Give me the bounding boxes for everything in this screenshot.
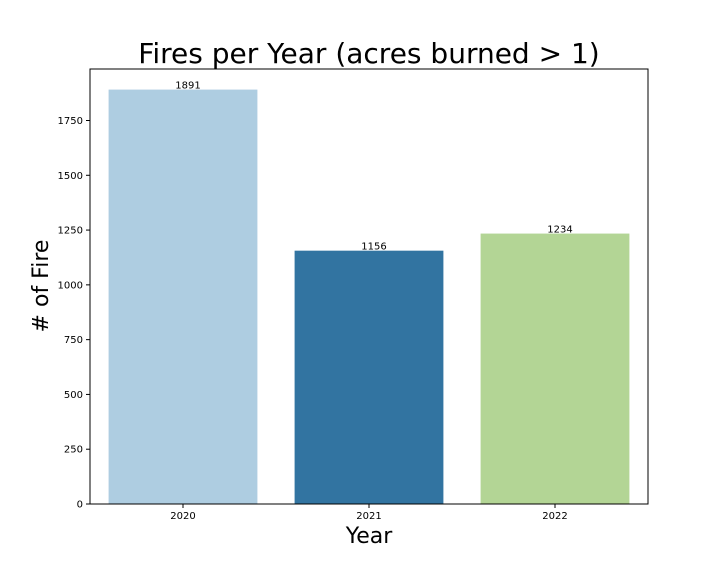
bars-layer: 1891 1156 1234 xyxy=(108,81,630,505)
data-label-2021: 1156 xyxy=(361,242,386,253)
x-tick-label-2022: 2022 xyxy=(542,511,567,522)
bar-2021 xyxy=(294,250,444,504)
y-tick-label-1750: 1750 xyxy=(58,116,83,127)
bar-2022 xyxy=(480,233,630,504)
y-tick-label-1000: 1000 xyxy=(58,280,83,291)
y-tick-label-1500: 1500 xyxy=(58,171,83,182)
bar-2020 xyxy=(108,89,258,505)
y-tick-label-250: 250 xyxy=(64,445,83,456)
y-tick-label-1250: 1250 xyxy=(58,226,83,237)
chart-title: Fires per Year (acres burned > 1) xyxy=(138,37,599,70)
y-tick-label-0: 0 xyxy=(77,500,83,511)
data-label-2020: 1891 xyxy=(175,81,200,92)
ticks-layer: 2020 2021 2022 0 250 500 750 1000 1250 1500 1750 xyxy=(58,116,568,522)
y-tick-label-500: 500 xyxy=(64,390,83,401)
x-tick-label-2020: 2020 xyxy=(170,511,195,522)
x-tick-label-2021: 2021 xyxy=(356,511,381,522)
data-label-2022: 1234 xyxy=(547,225,572,236)
y-tick-label-750: 750 xyxy=(64,335,83,346)
plot-frame xyxy=(89,68,649,505)
x-axis-label: Year xyxy=(345,524,394,549)
y-axis-label: # of Fire xyxy=(29,240,54,333)
